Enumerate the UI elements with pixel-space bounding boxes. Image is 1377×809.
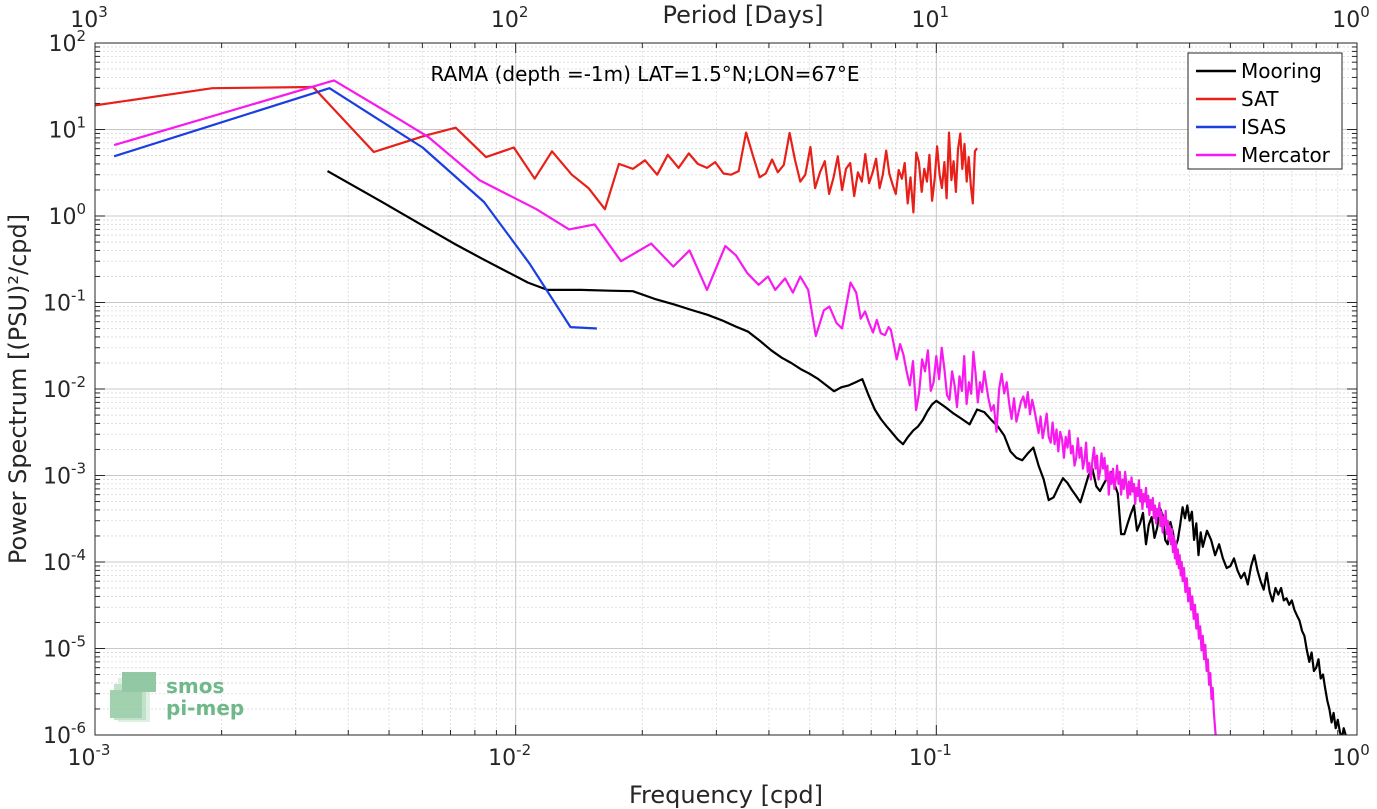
y-tick-label: 10-5 (43, 633, 86, 663)
series-line-isas (113, 87, 597, 330)
y-tick-label: 100 (48, 200, 86, 230)
y-tick-label: 10-3 (43, 460, 86, 490)
series-line-mooring (326, 170, 1347, 735)
x-tick-label: 100 (1332, 741, 1370, 771)
smos-logo: smos pi-mep (110, 672, 244, 722)
chart-annotation: RAMA (depth =-1m) LAT=1.5°N;LON=67°E (431, 62, 860, 86)
y-tick-label: 10-4 (43, 546, 86, 576)
legend-items: Mooring SAT ISAS Mercator (1196, 59, 1331, 167)
x-tick-label: 10-3 (68, 741, 111, 771)
top-x-axis-label: Period [Days] (662, 1, 823, 29)
top-x-tick-label: 100 (1332, 3, 1370, 33)
smos-logo-line1: smos (166, 674, 224, 698)
smos-logo-line2: pi-mep (166, 696, 244, 720)
axis-ticks (94, 42, 1358, 736)
y-tick-label: 101 (48, 114, 86, 144)
series-layer (95, 79, 1347, 735)
legend-label-mooring: Mooring (1241, 59, 1322, 83)
y-axis-label: Power Spectrum [(PSU)²/cpd] (4, 214, 32, 564)
legend-label-mercator: Mercator (1241, 143, 1331, 167)
top-x-tick-label: 103 (70, 3, 108, 33)
top-x-tick-label: 101 (912, 3, 950, 33)
top-x-tick-labels: 103 102 101 100 (70, 3, 1370, 33)
series-line-sat (95, 85, 979, 214)
series-line-mercator (113, 79, 1217, 735)
legend: Mooring SAT ISAS Mercator (1187, 52, 1343, 170)
x-axis-label: Frequency [cpd] (629, 781, 823, 809)
y-tick-label: 10-1 (43, 287, 86, 317)
y-tick-labels: 10-6 10-5 10-4 10-3 10-2 10-1 100 101 102 (43, 27, 86, 749)
legend-label-sat: SAT (1241, 87, 1279, 111)
legend-label-isas: ISAS (1241, 115, 1286, 139)
x-tick-label: 10-2 (488, 741, 531, 771)
x-tick-labels: 10-3 10-2 10-1 100 (68, 741, 1370, 771)
y-tick-label: 10-6 (43, 719, 86, 749)
x-tick-label: 10-1 (909, 741, 952, 771)
smos-logo-mark (110, 672, 156, 722)
top-x-tick-label: 102 (491, 3, 529, 33)
y-tick-label: 102 (48, 27, 86, 57)
legend-box (1187, 52, 1343, 170)
y-tick-label: 10-2 (43, 373, 86, 403)
